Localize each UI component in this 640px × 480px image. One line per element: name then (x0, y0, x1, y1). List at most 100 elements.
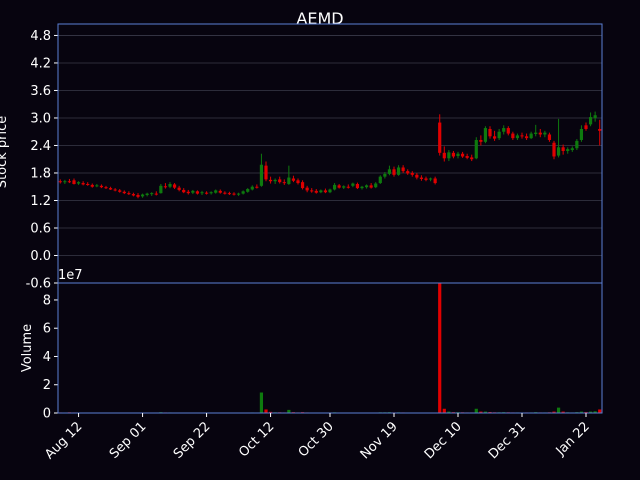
candle-body (511, 133, 515, 139)
candle-body (314, 190, 318, 193)
candle-body (191, 190, 195, 193)
candle-body (200, 192, 204, 194)
candle-body (255, 186, 259, 188)
price-y-axis-label: Stock price (0, 116, 10, 188)
candle-body (529, 133, 533, 139)
candle-body (259, 164, 264, 186)
candle-body (319, 190, 323, 193)
candle-body (497, 131, 501, 139)
candle-body (182, 189, 186, 193)
candle-body (374, 183, 378, 188)
volume-y-tick-label: 0 (43, 407, 51, 422)
candle-body (131, 194, 136, 196)
candle-body (246, 189, 250, 192)
candle-body (351, 183, 355, 186)
candle-body (428, 178, 433, 180)
candle-body (456, 153, 460, 157)
candle-body (264, 165, 268, 180)
volume-y-ticks: 8 6 4 2 0 (43, 293, 58, 422)
volume-bar (438, 283, 442, 413)
volume-bar (593, 411, 597, 413)
candle-body (387, 169, 392, 174)
volume-bar (561, 411, 565, 413)
price-y-tick-label: -0.6 (26, 277, 51, 292)
candle-body (127, 193, 131, 195)
candle-body (410, 172, 414, 175)
candle-body (378, 176, 382, 184)
volume-y-tick-label: 6 (43, 322, 51, 337)
candle-body (305, 187, 309, 191)
volume-y-axis-label: Volume (20, 324, 35, 372)
candle-body (364, 185, 369, 188)
candle-body (566, 149, 570, 151)
volume-bar (479, 411, 483, 413)
candle-body (90, 184, 94, 187)
volume-bar (483, 411, 488, 413)
candle-body (415, 174, 419, 178)
candle-body (268, 179, 273, 182)
price-y-tick-label: 1.2 (30, 194, 51, 209)
candle-body (360, 186, 364, 189)
candle-body (209, 192, 213, 194)
candle-body (236, 193, 241, 195)
candle-body (479, 139, 483, 142)
candle-body (406, 171, 410, 174)
volume-bar (447, 411, 451, 413)
candle-body (561, 147, 565, 151)
volume-bar (264, 409, 268, 413)
candle-body (163, 186, 168, 188)
candle-body (278, 179, 282, 183)
candle-body (424, 178, 428, 180)
candle-body (118, 190, 122, 192)
price-y-tick-label: 1.8 (30, 166, 51, 181)
volume-bar (442, 408, 446, 413)
price-y-tick-label: 0.6 (30, 221, 51, 236)
candle-body (154, 193, 158, 195)
volume-y-tick-label: 2 (43, 378, 51, 393)
candle-body (570, 148, 574, 151)
candle-body (438, 122, 442, 153)
candle-body (419, 177, 424, 179)
candle-body (232, 193, 236, 195)
candle-body (250, 186, 254, 190)
candle-body (72, 180, 76, 184)
candle-body (323, 190, 328, 193)
candle-body (447, 152, 451, 159)
volume-scale-label: 1e7 (58, 268, 83, 283)
candle-body (492, 136, 497, 139)
candle-body (433, 178, 437, 184)
candle-body (332, 184, 337, 190)
candle-body (76, 182, 81, 184)
candle-body (552, 142, 556, 157)
candle-body (369, 185, 373, 188)
candle-body (282, 182, 286, 184)
volume-bar (259, 392, 264, 413)
candle-body (396, 167, 401, 175)
candle-body (506, 128, 510, 134)
candle-body (58, 181, 62, 183)
candle-body (63, 181, 67, 183)
candle-body (465, 156, 469, 158)
candle-body (383, 173, 387, 177)
candle-body (195, 191, 200, 194)
candle-body (442, 152, 446, 159)
candle-body (136, 194, 140, 197)
candle-body (214, 190, 218, 193)
candle-body (538, 132, 542, 135)
candle-body (470, 157, 474, 160)
volume-bar (287, 409, 291, 413)
price-y-tick-label: 3.0 (30, 111, 51, 126)
candle-body (108, 188, 113, 190)
candle-body (67, 181, 72, 183)
candle-body (502, 128, 506, 132)
candle-body (86, 183, 90, 185)
candle-body (355, 183, 360, 189)
candle-body (300, 182, 305, 189)
candle-body (346, 186, 350, 188)
candle-body (168, 183, 172, 187)
volume-y-tick-label: 4 (43, 350, 51, 365)
candle-body (598, 128, 602, 131)
candle-body (291, 178, 296, 181)
